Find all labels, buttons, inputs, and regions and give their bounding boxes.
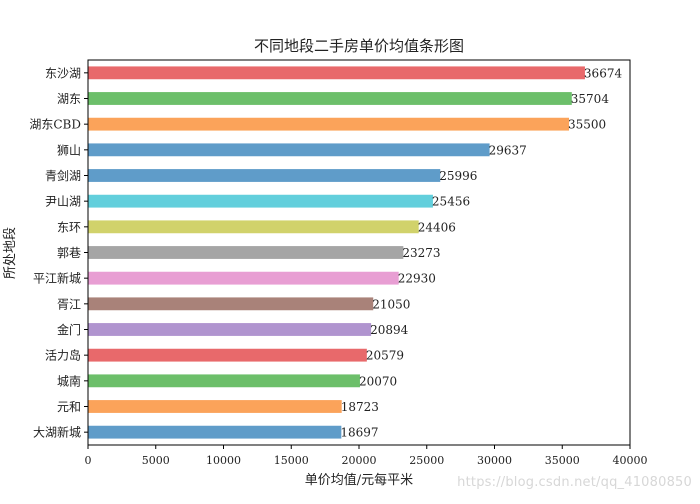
bar (88, 169, 441, 182)
x-tick-label: 5000 (142, 454, 170, 467)
value-label: 25456 (432, 195, 470, 209)
value-label: 20579 (366, 349, 404, 363)
bar (88, 297, 374, 311)
y-tick-label: 狮山 (57, 143, 81, 157)
y-tick-label: 尹山湖 (45, 194, 81, 209)
y-tick-label: 平江新城 (33, 271, 81, 286)
y-tick-label: 湖东 (57, 91, 81, 106)
value-label: 35500 (568, 118, 606, 132)
value-label: 25996 (439, 169, 477, 183)
bar (88, 220, 419, 234)
y-tick-label: 湖东CBD (29, 117, 81, 132)
x-tick-label: 25000 (409, 454, 444, 467)
value-label: 24406 (418, 220, 456, 234)
y-tick-label: 金门 (57, 322, 81, 337)
y-tick-label: 青剑湖 (45, 168, 81, 183)
x-tick-label: 0 (85, 454, 92, 467)
bar (88, 271, 399, 285)
value-label: 23273 (402, 246, 440, 260)
y-axis-label: 所处地段 (3, 227, 18, 279)
value-label: 35704 (571, 92, 610, 106)
y-tick-label: 城南 (57, 373, 81, 388)
bar (88, 194, 433, 208)
x-tick-label: 40000 (613, 454, 648, 467)
value-label: 29637 (489, 143, 527, 157)
x-axis-ticks: 0 5000 10000 15000 20000 25000 30000 35000 40000 (85, 445, 648, 467)
bar (88, 400, 342, 413)
y-tick-label: 元和 (57, 400, 81, 414)
bar (88, 143, 490, 157)
y-tick-label: 郭巷 (57, 246, 81, 260)
y-tick-label: 大湖新城 (33, 425, 81, 440)
x-tick-label: 30000 (477, 454, 512, 467)
chart-title: 不同地段二手房单价均值条形图 (254, 37, 464, 55)
bar (88, 66, 585, 80)
bar (88, 374, 360, 388)
x-tick-label: 35000 (545, 454, 580, 467)
y-tick-label: 东沙湖 (45, 65, 81, 80)
bar (88, 246, 404, 259)
bar (88, 425, 342, 439)
value-label: 36674 (584, 66, 623, 80)
bars-group (88, 66, 585, 439)
value-label: 18723 (341, 400, 379, 414)
x-tick-label: 10000 (206, 454, 241, 467)
bar (88, 117, 570, 131)
bar (88, 348, 367, 362)
value-labels-group: 36674 35704 35500 29637 25996 25456 24406 23273… (340, 66, 622, 439)
x-tick-label: 20000 (342, 454, 377, 467)
value-label: 21050 (372, 297, 410, 311)
x-axis-label: 单价均值/元每平米 (305, 472, 413, 488)
x-tick-label: 15000 (274, 454, 309, 467)
value-label: 20894 (370, 323, 409, 337)
watermark-text: https://blog.csdn.net/qq_41080850 (457, 475, 692, 490)
value-label: 22930 (398, 272, 436, 286)
bar (88, 92, 572, 105)
value-label: 20070 (359, 374, 397, 388)
y-tick-label: 胥江 (57, 297, 81, 311)
value-label: 18697 (340, 426, 378, 440)
y-tick-label: 东环 (57, 220, 81, 234)
bar (88, 323, 372, 336)
y-tick-label: 活力岛 (45, 348, 81, 363)
